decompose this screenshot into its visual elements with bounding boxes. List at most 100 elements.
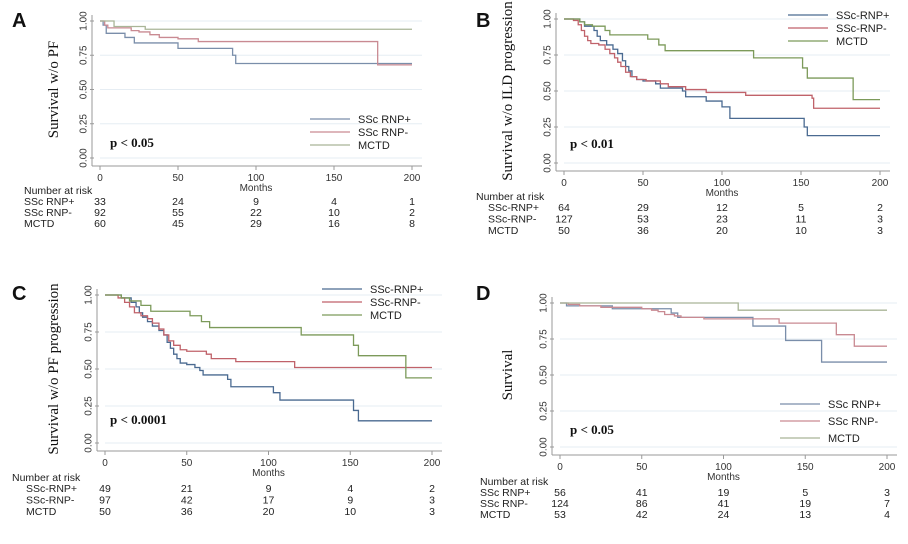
risk-count: 60 — [94, 218, 106, 230]
y-tick-label: 1.00 — [543, 9, 554, 29]
y-tick-label: 0.50 — [84, 359, 95, 379]
km-curve-ssc-rnp- — [564, 18, 880, 109]
risk-count: 50 — [99, 506, 111, 518]
y-tick-label: 0.25 — [539, 401, 550, 421]
km-curve-mctd — [105, 294, 432, 379]
risk-count: 12 — [716, 202, 728, 214]
x-tick-label: 0 — [561, 178, 567, 189]
x-tick-label: 200 — [872, 178, 889, 189]
y-axis-title: Survival w/o PF — [46, 41, 62, 139]
risk-count: 41 — [636, 487, 648, 499]
legend-label: MCTD — [370, 310, 402, 322]
risk-count: 29 — [250, 218, 262, 230]
y-tick-label: 1.00 — [84, 285, 95, 305]
y-tick-label: 0.00 — [543, 153, 554, 173]
risk-row-label: SSc-RNP- — [488, 214, 537, 226]
risk-count: 4 — [347, 483, 353, 495]
risk-count: 97 — [99, 495, 111, 507]
risk-count: 3 — [884, 487, 890, 499]
risk-count: 9 — [253, 196, 259, 208]
risk-count: 16 — [328, 218, 340, 230]
risk-count: 36 — [637, 225, 649, 237]
x-tick-label: 150 — [797, 462, 814, 473]
risk-row-label: SSc-RNP- — [26, 495, 75, 507]
risk-count: 19 — [799, 498, 811, 510]
x-tick-label: 200 — [879, 462, 896, 473]
risk-table-title: Number at risk — [24, 185, 93, 197]
risk-count: 10 — [328, 207, 340, 219]
risk-row-label: SSc RNP- — [480, 498, 528, 510]
panel-c: C 0.00 0.25 0.50 0.75 1.00 0 50 100 150 200 Months S… — [0, 272, 454, 544]
km-curve-mctd — [100, 20, 412, 30]
risk-table-title: Number at risk — [480, 476, 549, 488]
km-chart-a: A 0.00 0.25 0.50 0.75 1.00 0 50 100 150 200 Months S… — [12, 10, 422, 230]
risk-count: 11 — [796, 214, 807, 226]
x-tick-label: 50 — [637, 178, 649, 189]
y-axis-title: Survival w/o ILD progression — [500, 1, 516, 181]
x-tick-label: 0 — [102, 458, 108, 469]
p-value-annotation: p < 0.0001 — [110, 412, 167, 427]
risk-count: 36 — [181, 506, 193, 518]
risk-count: 56 — [554, 487, 566, 499]
risk-count: 64 — [558, 202, 570, 214]
x-tick-label: 50 — [181, 458, 193, 469]
risk-count: 49 — [99, 483, 111, 495]
x-tick-label: 100 — [260, 458, 277, 469]
risk-count: 3 — [877, 214, 883, 226]
legend-label: SSc-RNP+ — [370, 284, 424, 296]
p-value-annotation: p < 0.01 — [570, 136, 614, 151]
panel-label: B — [476, 10, 490, 32]
risk-count: 5 — [798, 202, 804, 214]
legend-label: SSc RNP+ — [828, 399, 881, 411]
risk-count: 13 — [799, 509, 811, 521]
x-tick-label: 150 — [342, 458, 359, 469]
panel-label: A — [12, 10, 26, 32]
risk-count: 92 — [94, 207, 106, 219]
x-tick-label: 100 — [715, 462, 732, 473]
risk-count: 1 — [409, 196, 415, 208]
p-value-annotation: p < 0.05 — [570, 422, 614, 437]
y-tick-label: 0.50 — [543, 81, 554, 101]
y-tick-label: 0.00 — [539, 437, 550, 457]
x-tick-label: 0 — [97, 173, 103, 184]
km-chart-d: D 0.00 0.25 0.50 0.75 1.00 0 50 100 150 200 Months S… — [476, 283, 897, 521]
risk-count: 2 — [409, 207, 415, 219]
risk-count: 23 — [716, 214, 728, 226]
risk-count: 86 — [636, 498, 648, 510]
risk-count: 124 — [551, 498, 569, 510]
legend-label: SSc RNP+ — [358, 114, 411, 126]
risk-row-label: MCTD — [26, 506, 57, 518]
risk-count: 2 — [877, 202, 883, 214]
risk-row-label: MCTD — [480, 509, 511, 521]
y-tick-label: 0.00 — [79, 148, 90, 168]
risk-count: 3 — [429, 506, 435, 518]
y-tick-label: 0.25 — [79, 114, 90, 134]
y-tick-label: 0.75 — [539, 329, 550, 349]
p-value-annotation: p < 0.05 — [110, 135, 154, 150]
legend-label: MCTD — [828, 433, 860, 445]
risk-count: 53 — [554, 509, 566, 521]
y-tick-label: 0.50 — [539, 365, 550, 385]
risk-count: 10 — [795, 225, 807, 237]
x-tick-label: 100 — [248, 173, 265, 184]
risk-count: 9 — [347, 495, 353, 507]
risk-row-label: SSc RNP+ — [24, 196, 74, 208]
risk-row-label: MCTD — [24, 218, 55, 230]
y-tick-label: 0.75 — [543, 45, 554, 65]
risk-row-label: MCTD — [488, 225, 519, 237]
x-axis-title: Months — [252, 468, 285, 479]
risk-count: 29 — [637, 202, 649, 214]
risk-count: 45 — [172, 218, 184, 230]
risk-count: 127 — [555, 214, 573, 226]
panel-a: A 0.00 0.25 0.50 0.75 1.00 0 50 100 150 200 Months S… — [0, 0, 454, 272]
y-tick-label: 0.25 — [543, 117, 554, 137]
km-chart-c: C 0.00 0.25 0.50 0.75 1.00 0 50 100 150 200 Months S… — [12, 283, 442, 518]
x-tick-label: 0 — [557, 462, 563, 473]
panel-label: C — [12, 283, 26, 305]
risk-count: 41 — [718, 498, 730, 510]
legend-label: SSc-RNP+ — [836, 10, 890, 22]
risk-row-label: SSc-RNP+ — [26, 483, 77, 495]
risk-table-title: Number at risk — [476, 191, 545, 203]
risk-count: 42 — [181, 495, 193, 507]
risk-count: 33 — [94, 196, 106, 208]
